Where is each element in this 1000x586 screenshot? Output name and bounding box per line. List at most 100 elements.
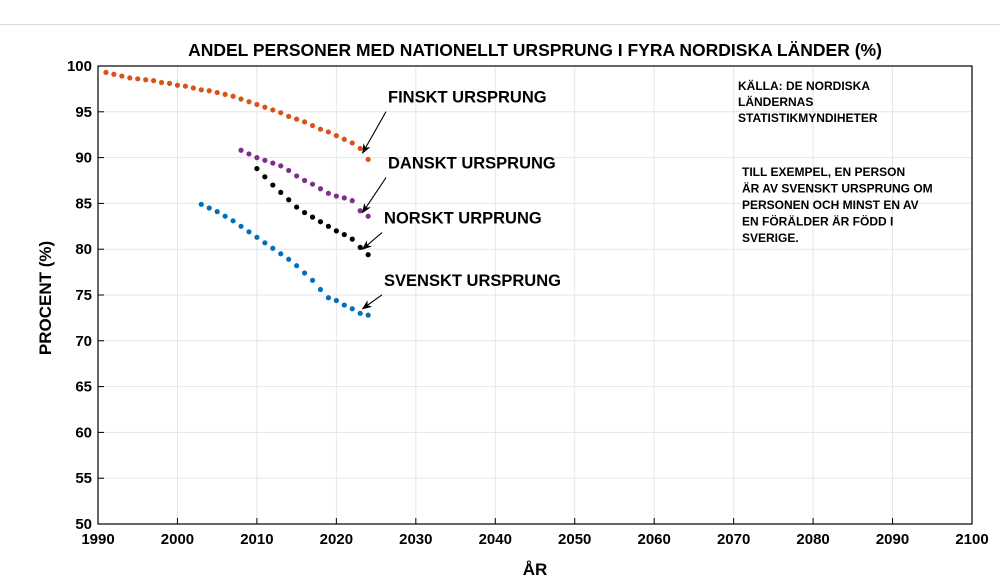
data-point xyxy=(317,286,324,293)
tick-labels: 1990 2000 2010 2020 2030 2040 2050 2060 2070 2080… xyxy=(67,58,989,548)
data-point xyxy=(254,165,260,172)
data-point xyxy=(325,295,332,301)
x-tick-label: 2060 xyxy=(637,531,670,548)
data-point xyxy=(325,223,332,229)
source-note-line: KÄLLA: DE NORDISKA xyxy=(738,78,870,93)
data-point xyxy=(127,75,133,81)
data-point xyxy=(254,155,260,161)
data-point xyxy=(317,126,324,132)
data-point xyxy=(333,133,339,139)
data-point xyxy=(278,189,284,196)
data-point xyxy=(365,156,371,163)
y-axis-label: PROCENT (%) xyxy=(36,241,55,355)
annotation-label: DANSKT URSPRUNG xyxy=(388,155,556,173)
data-point xyxy=(365,213,371,219)
x-tick-label: 2020 xyxy=(320,531,353,548)
y-tick-label: 90 xyxy=(75,150,92,167)
y-tick-label: 50 xyxy=(75,516,92,533)
data-point xyxy=(309,181,316,187)
data-point xyxy=(151,78,157,84)
data-point xyxy=(286,113,292,119)
data-point xyxy=(206,205,212,211)
series-danskt-ursprung xyxy=(238,147,371,219)
window-top-bar xyxy=(0,0,1000,25)
series-finskt-ursprung xyxy=(103,69,371,163)
data-point xyxy=(262,157,268,163)
data-point xyxy=(333,228,339,234)
data-point xyxy=(198,201,204,207)
data-point xyxy=(262,240,268,246)
data-point xyxy=(254,234,260,240)
data-point xyxy=(270,107,276,113)
data-point xyxy=(341,195,347,201)
data-point xyxy=(246,229,252,235)
annotation-label: NORSKT URPRUNG xyxy=(384,210,542,228)
data-point xyxy=(294,173,300,179)
x-tick-label: 2000 xyxy=(161,531,194,548)
y-tick-label: 80 xyxy=(75,241,92,258)
data-point xyxy=(270,245,276,251)
y-tick-label: 95 xyxy=(75,104,92,121)
x-tick-label: 2040 xyxy=(479,531,512,548)
data-point xyxy=(301,270,308,276)
y-tick-label: 70 xyxy=(75,333,92,350)
y-tick-label: 85 xyxy=(75,195,92,212)
annotation-arrow xyxy=(361,294,383,310)
data-point xyxy=(325,129,332,135)
annotation-arrow xyxy=(362,111,387,154)
data-point xyxy=(198,87,204,93)
data-point xyxy=(357,208,363,214)
data-point xyxy=(286,167,292,174)
data-point xyxy=(301,177,308,184)
data-point xyxy=(230,218,236,224)
x-tick-label: 2100 xyxy=(955,531,988,548)
data-point xyxy=(238,223,244,229)
data-point xyxy=(214,209,220,215)
data-point xyxy=(158,79,165,86)
annotation-arrow xyxy=(361,232,383,250)
data-point xyxy=(341,302,347,308)
data-point xyxy=(286,197,292,203)
data-point xyxy=(294,204,300,210)
data-point xyxy=(222,213,228,219)
data-point xyxy=(333,193,339,199)
data-point xyxy=(341,231,347,238)
annotation-label: SVENSKT URSPRUNG xyxy=(384,272,561,290)
data-point xyxy=(230,93,236,99)
data-point xyxy=(325,190,332,196)
data-point xyxy=(317,186,324,192)
x-tick-label: 2070 xyxy=(717,531,750,548)
x-tick-label: 1990 xyxy=(81,531,114,548)
data-point xyxy=(103,69,109,76)
data-point xyxy=(278,251,284,257)
x-tick-label: 2080 xyxy=(796,531,829,548)
data-point xyxy=(238,147,244,153)
y-tick-label: 60 xyxy=(75,424,92,441)
x-tick-label: 2030 xyxy=(399,531,432,548)
data-point xyxy=(119,73,125,79)
data-point xyxy=(357,244,363,250)
data-point xyxy=(349,140,355,146)
data-point xyxy=(254,101,260,108)
data-point xyxy=(278,110,284,116)
data-point xyxy=(317,219,324,225)
source-note-line: STATISTIKMYNDIHETER xyxy=(738,111,878,125)
data-point xyxy=(222,91,228,97)
data-point xyxy=(309,214,316,220)
data-point xyxy=(238,96,244,102)
data-point xyxy=(301,209,308,216)
data-point xyxy=(182,83,188,89)
data-point xyxy=(349,236,355,242)
example-note-line: TILL EXEMPEL, EN PERSON xyxy=(742,165,905,179)
data-point xyxy=(262,174,268,180)
data-point xyxy=(111,71,117,77)
y-tick-label: 65 xyxy=(75,379,92,396)
data-point xyxy=(341,136,347,142)
data-point xyxy=(174,82,181,88)
chart-title: ANDEL PERSONER MED NATIONELLT URSPRUNG I… xyxy=(188,40,882,60)
data-point xyxy=(190,85,196,91)
data-point xyxy=(270,182,276,188)
example-note-line: PERSONEN OCH MINST EN AV xyxy=(742,198,919,212)
annotation-label: FINSKT URSPRUNG xyxy=(388,89,547,107)
data-point xyxy=(333,297,339,304)
